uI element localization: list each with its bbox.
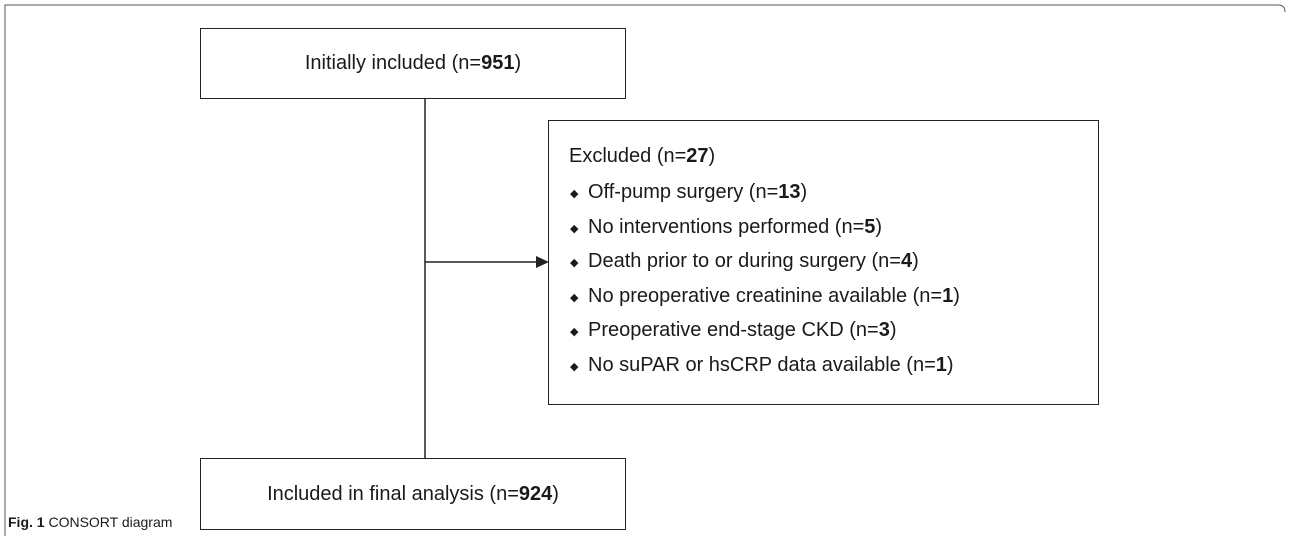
exclusion-reason: No suPAR or hsCRP data available (n=1) bbox=[588, 354, 954, 377]
bullet-diamond: ◆ bbox=[570, 257, 579, 269]
label-close: ) bbox=[889, 319, 897, 341]
final-text: Included in final analysis (n=924) bbox=[267, 483, 559, 506]
bullet-diamond: ◆ bbox=[570, 291, 579, 304]
label: Excluded (n= bbox=[569, 145, 687, 167]
count: 4 bbox=[900, 250, 913, 272]
arrow-head bbox=[536, 256, 549, 268]
label-close: ) bbox=[946, 353, 954, 376]
exclusion-reason: Off-pump surgery (n=13) bbox=[588, 181, 807, 204]
label-close: ) bbox=[514, 52, 522, 74]
bullet-diamond: ◆ bbox=[570, 360, 579, 373]
exclusion-reason: Preoperative end-stage CKD (n=3) bbox=[588, 319, 897, 342]
excluded-box: Excluded (n=27) ◆ Off-pump surgery (n=13)… bbox=[548, 120, 1099, 405]
exclusion-reason: No interventions performed (n=5) bbox=[588, 216, 882, 239]
count: 5 bbox=[864, 215, 876, 238]
label: Initially included (n= bbox=[304, 52, 482, 74]
final-box: Included in final analysis (n=924) bbox=[200, 458, 626, 530]
count: 951 bbox=[481, 52, 515, 74]
label-close: ) bbox=[953, 284, 960, 307]
count: 13 bbox=[778, 181, 801, 203]
label-close: ) bbox=[708, 145, 716, 167]
label: Off-pump surgery (n= bbox=[588, 181, 779, 203]
label-close: ) bbox=[800, 181, 808, 203]
caption-text: CONSORT diagram bbox=[48, 514, 173, 530]
initial-box: Initially included (n=951) bbox=[200, 28, 626, 99]
bullet-diamond: ◆ bbox=[570, 188, 579, 200]
caption: Fig. 1 CONSORT diagram bbox=[8, 514, 172, 530]
exclusion-reason: No preoperative creatinine available (n=… bbox=[588, 285, 960, 308]
excluded-heading: Excluded (n=27) bbox=[569, 145, 715, 168]
count: 1 bbox=[935, 353, 947, 376]
count: 924 bbox=[518, 482, 553, 505]
label: No interventions performed (n= bbox=[588, 215, 865, 238]
initial-text: Initially included (n=951) bbox=[305, 52, 521, 75]
label: Included in final analysis (n= bbox=[267, 482, 519, 505]
label: No preoperative creatinine available (n= bbox=[588, 284, 943, 307]
count: 3 bbox=[878, 319, 890, 341]
label: Death prior to or during surgery (n= bbox=[588, 250, 901, 272]
count: 27 bbox=[686, 145, 709, 167]
label-close: ) bbox=[912, 250, 919, 272]
caption-label: Fig. 1 bbox=[8, 514, 45, 530]
bullet-diamond: ◆ bbox=[570, 326, 579, 338]
label: No suPAR or hsCRP data available (n= bbox=[588, 353, 936, 376]
frame bbox=[4, 4, 1286, 536]
label-close: ) bbox=[875, 215, 883, 238]
label: Preoperative end-stage CKD (n= bbox=[588, 319, 879, 341]
exclusion-reason: Death prior to or during surgery (n=4) bbox=[588, 250, 919, 273]
label-close: ) bbox=[552, 482, 559, 505]
bullet-diamond: ◆ bbox=[570, 222, 579, 235]
count: 1 bbox=[942, 284, 954, 307]
